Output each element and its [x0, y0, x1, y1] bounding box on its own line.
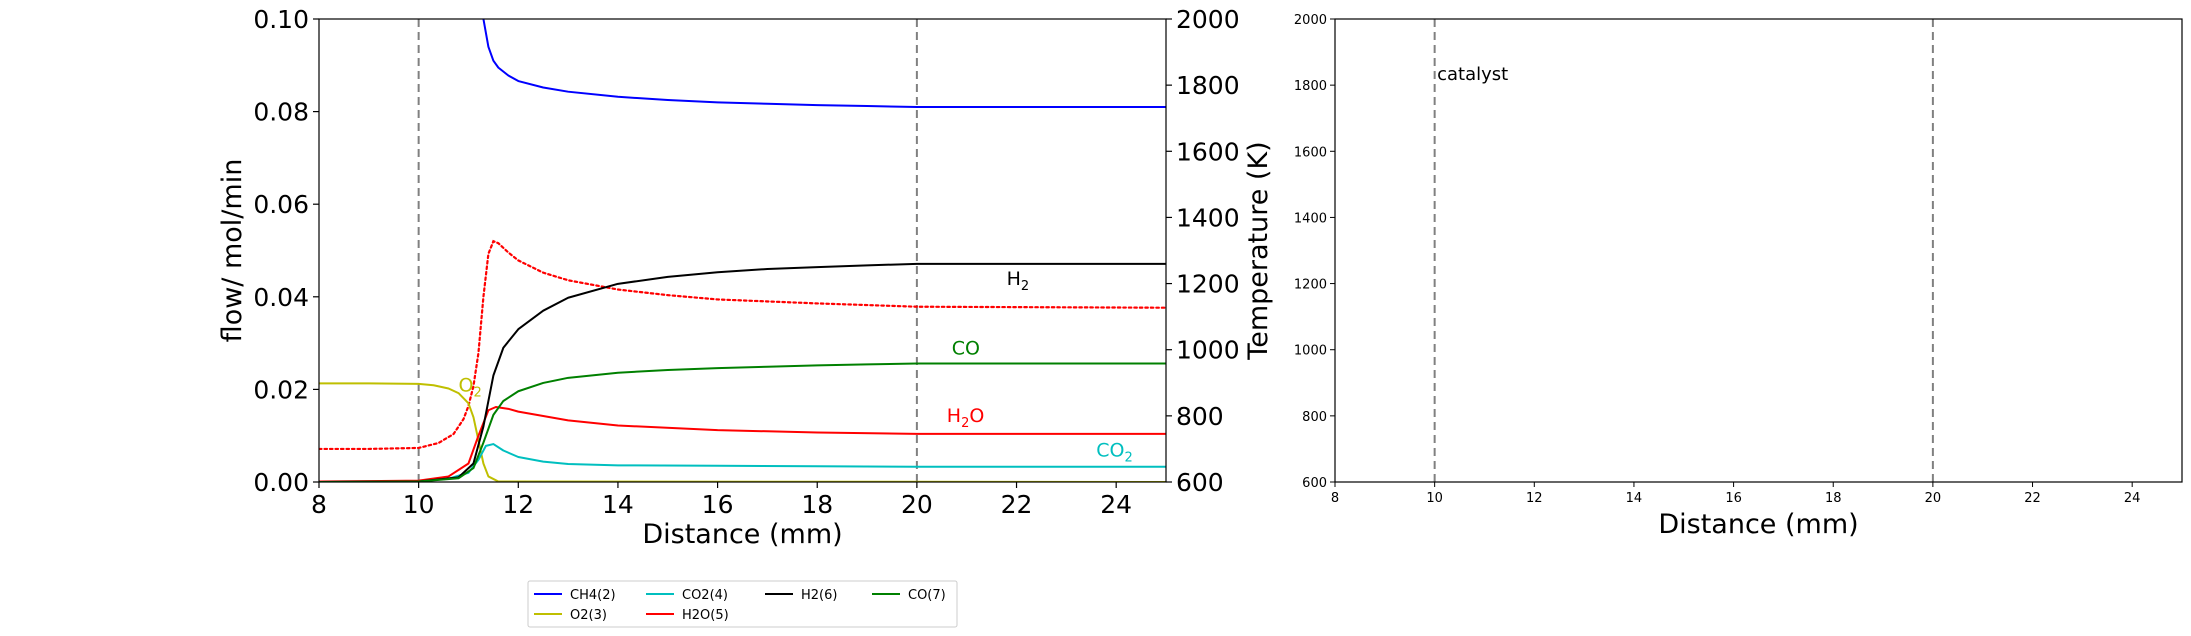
series-line-2 — [319, 382, 1166, 482]
x-axis: 8 10 12 14 16 18 20 22 24 — [1331, 482, 2141, 506]
y-axis-left: 0.00 0.02 0.04 0.06 0.08 0.10 — [253, 5, 319, 497]
x-tick-label: 22 — [2024, 491, 2041, 506]
x-tick-label: 10 — [1426, 491, 1443, 506]
plot-frame — [318, 18, 1167, 483]
y2-tick-label: 1200 — [1176, 270, 1240, 299]
x-tick-label: 20 — [1925, 491, 1942, 506]
y-tick-label: 600 — [1302, 476, 1327, 491]
series-line-5 — [319, 262, 1166, 482]
x-tick-label: 10 — [403, 490, 435, 519]
y-axis: 600 800 1000 1200 1400 1600 1800 2000 — [1294, 13, 1335, 491]
species-label-2: H2 — [1007, 268, 1030, 294]
species-label-1: O2 — [459, 375, 482, 401]
y-tick-label: 1400 — [1294, 211, 1327, 226]
y-tick-label: 800 — [1302, 410, 1327, 425]
y-tick-label: 0.00 — [253, 468, 309, 497]
legend-label: H2(6) — [801, 588, 837, 603]
y2-axis-label: Temperature (K) — [1243, 141, 1274, 360]
y2-tick-label: 1800 — [1176, 71, 1240, 100]
x-tick-label: 8 — [311, 490, 327, 519]
x-tick-label: 18 — [1825, 491, 1842, 506]
x-tick-label: 12 — [1526, 491, 1543, 506]
catalyst-label: catalyst — [1437, 64, 1508, 85]
series-line-4 — [319, 405, 1166, 482]
legend-item: H2O(5) — [646, 608, 729, 623]
y2-tick-label: 1600 — [1176, 137, 1240, 166]
y2-tick-label: 800 — [1176, 402, 1224, 431]
y2-tick-label: 600 — [1176, 468, 1224, 497]
y-axis-label: flow/ mol/min — [217, 159, 248, 343]
y-tick-label: 0.08 — [253, 98, 309, 127]
x-tick-label: 22 — [1001, 490, 1033, 519]
y-tick-label: 0.06 — [253, 190, 309, 219]
x-tick-label: 16 — [702, 490, 734, 519]
y-tick-label: 0.10 — [253, 5, 309, 34]
plot-frame — [1334, 18, 2183, 483]
legend-label: O2(3) — [570, 608, 607, 623]
series-lines — [319, 19, 1166, 482]
series-line-1 — [482, 19, 1166, 108]
x-tick-label: 14 — [1626, 491, 1643, 506]
x-axis-label: Distance (mm) — [1658, 509, 1858, 540]
legend: CH4(2) O2(3) CO2(4) H2O(5) H2(6) CO(7) — [527, 580, 958, 628]
y-tick-label: 0.04 — [253, 283, 309, 312]
y-tick-label: 1600 — [1294, 145, 1327, 160]
x-tick-label: 18 — [801, 490, 833, 519]
x-tick-label: 24 — [2124, 491, 2141, 506]
x-tick-label: 24 — [1100, 490, 1132, 519]
y2-tick-label: 2000 — [1176, 5, 1240, 34]
legend-box — [527, 580, 958, 628]
secondary-panel: 8 10 12 14 16 18 20 22 24 Distance (mm) 600 800 1000… — [1294, 13, 2183, 540]
legend-label: CO(7) — [908, 588, 946, 603]
legend-label: CO2(4) — [682, 588, 728, 603]
x-tick-label: 12 — [502, 490, 534, 519]
legend-item: CO2(4) — [646, 588, 728, 603]
species-label-3: CO — [952, 338, 980, 360]
x-tick-label: 14 — [602, 490, 634, 519]
species-label-5: CO2 — [1096, 440, 1133, 466]
y-tick-label: 1000 — [1294, 344, 1327, 359]
x-tick-label: 20 — [901, 490, 933, 519]
legend-label: H2O(5) — [682, 608, 729, 623]
x-axis: 8 10 12 14 16 18 20 22 24 — [311, 482, 1132, 519]
species-label-4: H2O — [947, 405, 985, 431]
legend-item: CH4(2) — [534, 588, 616, 603]
legend-item: H2(6) — [765, 588, 837, 603]
y2-tick-label: 1400 — [1176, 203, 1240, 232]
y2-tick-label: 1000 — [1176, 336, 1240, 365]
x-axis-label: Distance (mm) — [642, 519, 842, 550]
x-tick-label: 8 — [1331, 491, 1339, 506]
temperature-line — [319, 239, 1166, 451]
legend-item: O2(3) — [534, 608, 607, 623]
x-tick-label: 16 — [1725, 491, 1742, 506]
series-line-6 — [319, 362, 1166, 482]
legend-item: CO(7) — [872, 588, 946, 603]
y-tick-label: 0.02 — [253, 375, 309, 404]
y-tick-label: 2000 — [1294, 13, 1327, 28]
series-line-3 — [319, 443, 1166, 482]
y-tick-label: 1200 — [1294, 278, 1327, 293]
legend-label: CH4(2) — [570, 588, 616, 603]
y-axis-right: 600 800 1000 1200 1400 1600 1800 2000 — [1166, 5, 1240, 497]
y-tick-label: 1800 — [1294, 79, 1327, 94]
